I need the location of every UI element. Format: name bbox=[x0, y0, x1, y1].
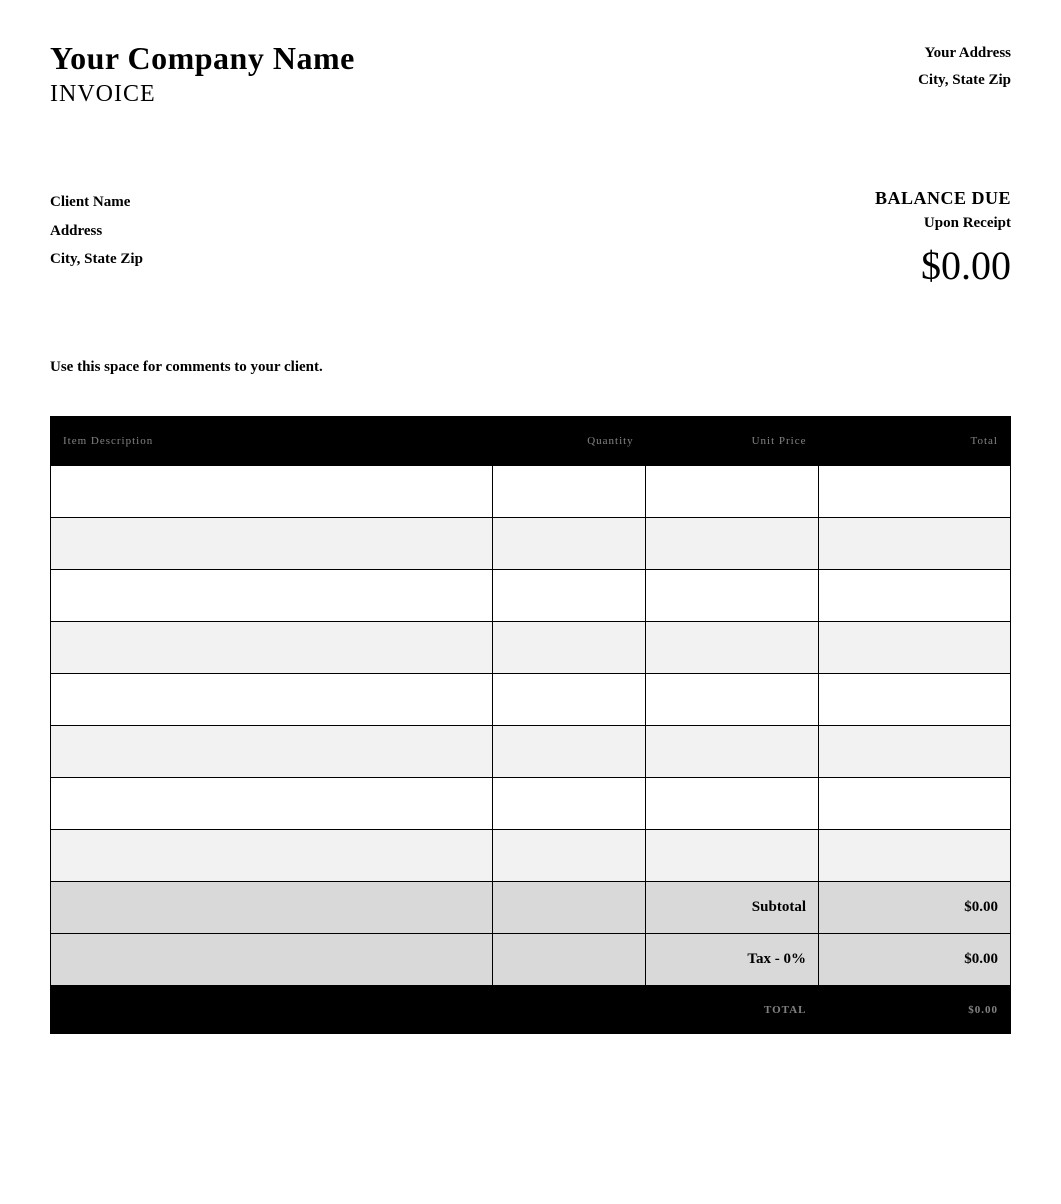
cell-total[interactable] bbox=[818, 518, 1010, 570]
table-row bbox=[51, 726, 1011, 778]
subtotal-row: Subtotal $0.00 bbox=[51, 882, 1011, 934]
comments-prompt: Use this space for comments to your clie… bbox=[50, 359, 1011, 376]
cell-total[interactable] bbox=[818, 466, 1010, 518]
total-row: TOTAL $0.00 bbox=[51, 986, 1011, 1034]
table-row bbox=[51, 830, 1011, 882]
cell-description[interactable] bbox=[51, 674, 493, 726]
cell-quantity[interactable] bbox=[492, 726, 646, 778]
col-header-total: Total bbox=[818, 417, 1010, 466]
cell-quantity[interactable] bbox=[492, 570, 646, 622]
table-header-row: Item Description Quantity Unit Price Tot… bbox=[51, 417, 1011, 466]
invoice-table-body: Subtotal $0.00 Tax - 0% $0.00 TOTAL $0.0… bbox=[51, 466, 1011, 1034]
invoice-table: Item Description Quantity Unit Price Tot… bbox=[50, 416, 1011, 1034]
cell-description[interactable] bbox=[51, 518, 493, 570]
client-address: Address bbox=[50, 217, 143, 246]
cell-quantity[interactable] bbox=[492, 674, 646, 726]
cell-quantity[interactable] bbox=[492, 830, 646, 882]
empty-cell bbox=[492, 882, 646, 934]
company-name: Your Company Name bbox=[50, 40, 355, 77]
subtotal-value: $0.00 bbox=[818, 882, 1010, 934]
document-title: INVOICE bbox=[50, 81, 355, 108]
total-label: TOTAL bbox=[646, 986, 819, 1034]
company-address-line1: Your Address bbox=[918, 40, 1011, 67]
cell-total[interactable] bbox=[818, 622, 1010, 674]
client-city-state-zip: City, State Zip bbox=[50, 245, 143, 274]
company-address-block: Your Address City, State Zip bbox=[918, 40, 1011, 94]
cell-total[interactable] bbox=[818, 726, 1010, 778]
cell-description[interactable] bbox=[51, 830, 493, 882]
table-row bbox=[51, 518, 1011, 570]
cell-total[interactable] bbox=[818, 674, 1010, 726]
cell-quantity[interactable] bbox=[492, 518, 646, 570]
cell-unit-price[interactable] bbox=[646, 674, 819, 726]
table-row bbox=[51, 674, 1011, 726]
header: Your Company Name INVOICE Your Address C… bbox=[50, 40, 1011, 108]
cell-unit-price[interactable] bbox=[646, 466, 819, 518]
cell-unit-price[interactable] bbox=[646, 778, 819, 830]
col-header-quantity: Quantity bbox=[492, 417, 646, 466]
tax-row: Tax - 0% $0.00 bbox=[51, 934, 1011, 986]
company-address-line2: City, State Zip bbox=[918, 67, 1011, 94]
cell-quantity[interactable] bbox=[492, 622, 646, 674]
cell-unit-price[interactable] bbox=[646, 726, 819, 778]
col-header-unit-price: Unit Price bbox=[646, 417, 819, 466]
cell-description[interactable] bbox=[51, 778, 493, 830]
table-row bbox=[51, 570, 1011, 622]
total-value: $0.00 bbox=[818, 986, 1010, 1034]
cell-description[interactable] bbox=[51, 622, 493, 674]
balance-due-label: BALANCE DUE bbox=[875, 188, 1011, 209]
table-row bbox=[51, 466, 1011, 518]
cell-quantity[interactable] bbox=[492, 778, 646, 830]
cell-unit-price[interactable] bbox=[646, 830, 819, 882]
empty-cell bbox=[492, 934, 646, 986]
cell-description[interactable] bbox=[51, 466, 493, 518]
cell-quantity[interactable] bbox=[492, 466, 646, 518]
table-row bbox=[51, 778, 1011, 830]
cell-total[interactable] bbox=[818, 570, 1010, 622]
cell-unit-price[interactable] bbox=[646, 570, 819, 622]
cell-total[interactable] bbox=[818, 830, 1010, 882]
empty-cell bbox=[51, 882, 493, 934]
empty-cell bbox=[492, 986, 646, 1034]
cell-unit-price[interactable] bbox=[646, 518, 819, 570]
balance-block: BALANCE DUE Upon Receipt $0.00 bbox=[875, 188, 1011, 289]
client-block: Client Name Address City, State Zip bbox=[50, 188, 143, 274]
subtotal-label: Subtotal bbox=[646, 882, 819, 934]
balance-amount: $0.00 bbox=[875, 242, 1011, 289]
table-row bbox=[51, 622, 1011, 674]
col-header-description: Item Description bbox=[51, 417, 493, 466]
balance-terms: Upon Receipt bbox=[875, 215, 1011, 232]
tax-label: Tax - 0% bbox=[646, 934, 819, 986]
company-block: Your Company Name INVOICE bbox=[50, 40, 355, 108]
empty-cell bbox=[51, 934, 493, 986]
cell-description[interactable] bbox=[51, 726, 493, 778]
cell-description[interactable] bbox=[51, 570, 493, 622]
client-name: Client Name bbox=[50, 188, 143, 217]
tax-value: $0.00 bbox=[818, 934, 1010, 986]
cell-total[interactable] bbox=[818, 778, 1010, 830]
empty-cell bbox=[51, 986, 493, 1034]
cell-unit-price[interactable] bbox=[646, 622, 819, 674]
client-balance-row: Client Name Address City, State Zip BALA… bbox=[50, 188, 1011, 289]
